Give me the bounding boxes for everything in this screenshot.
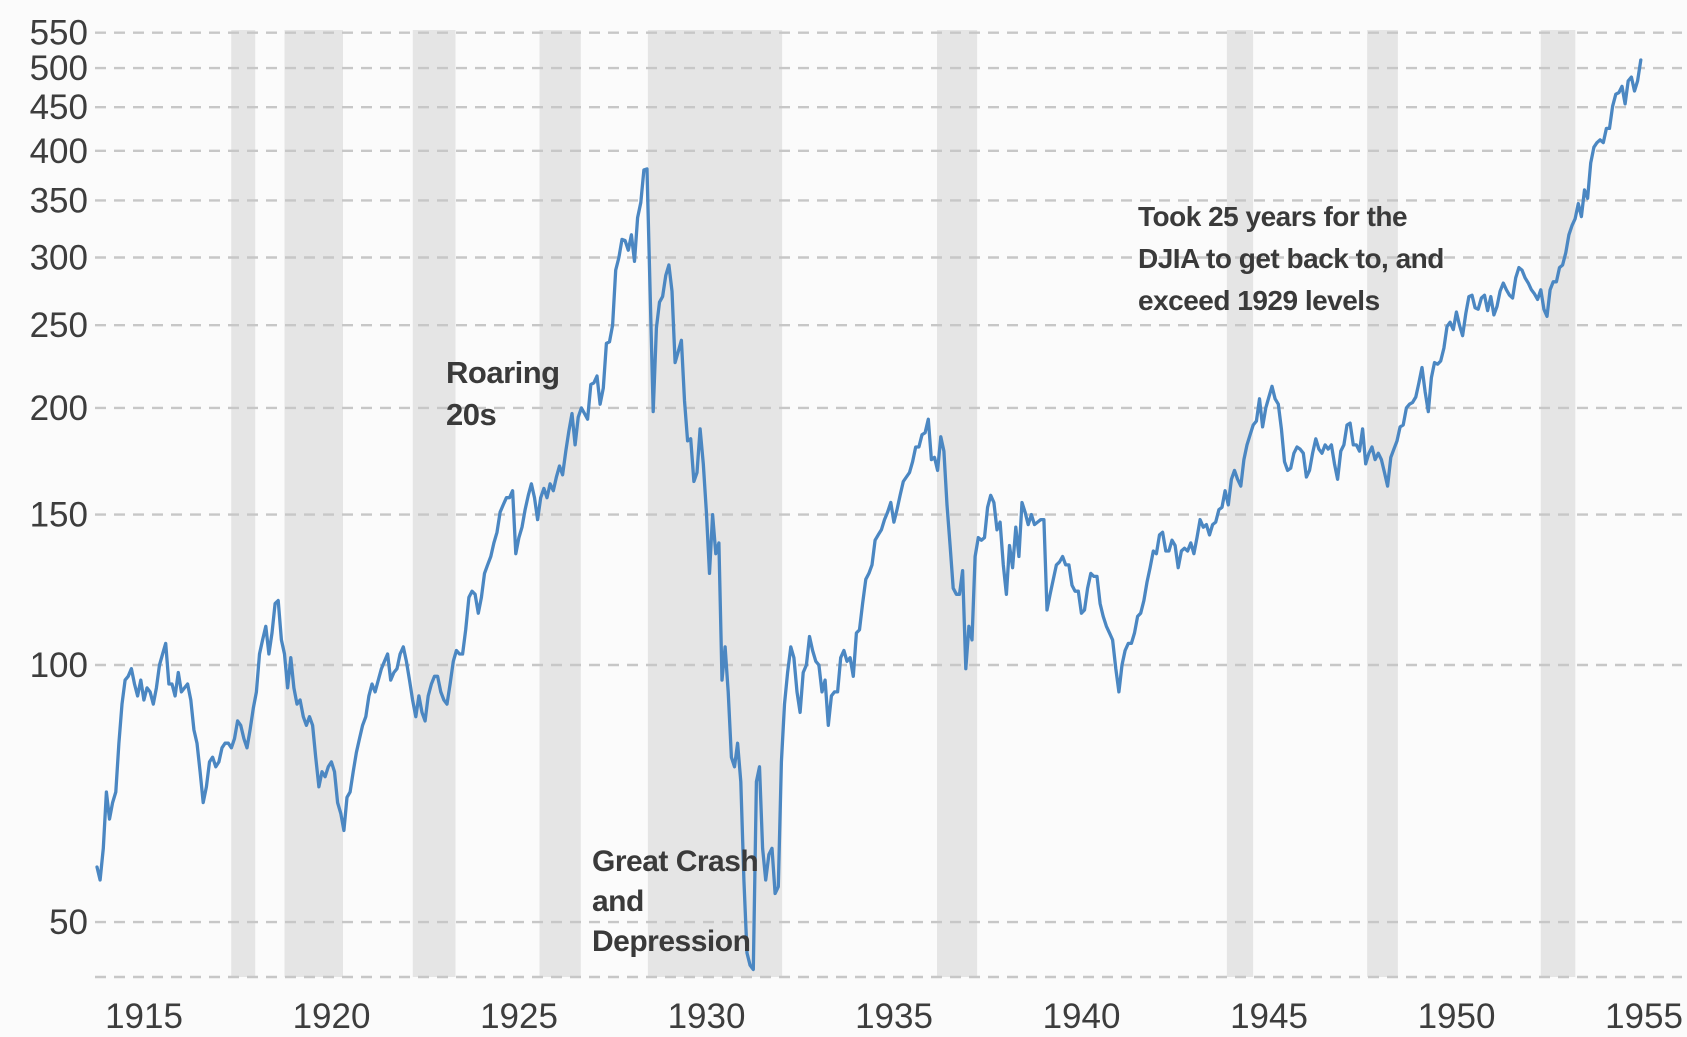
recession-band bbox=[1226, 30, 1254, 977]
annotation-great-crash: Great Crash and Depression bbox=[592, 842, 759, 962]
x-tick-label: 1940 bbox=[1043, 997, 1121, 1036]
recession-band bbox=[1540, 30, 1576, 977]
annotation-line: Great Crash bbox=[592, 845, 759, 878]
x-tick-label: 1915 bbox=[105, 997, 183, 1036]
recession-band bbox=[539, 30, 581, 977]
annotation-took-25-years: Took 25 years for the DJIA to get back t… bbox=[1138, 196, 1444, 322]
y-tick-label: 300 bbox=[30, 239, 88, 278]
y-tick-label: 250 bbox=[30, 306, 88, 345]
annotation-line: Took 25 years for the bbox=[1138, 201, 1408, 232]
annotation-line: Depression bbox=[592, 925, 751, 958]
annotation-line: and bbox=[592, 885, 644, 918]
recession-bands bbox=[231, 30, 1576, 977]
y-tick-label: 50 bbox=[49, 903, 88, 942]
recession-band bbox=[284, 30, 343, 977]
y-tick-label: 550 bbox=[30, 14, 88, 53]
annotation-line: exceed 1929 levels bbox=[1138, 285, 1380, 316]
x-tick-label: 1935 bbox=[855, 997, 933, 1036]
y-tick-label: 100 bbox=[30, 646, 88, 685]
x-axis-labels: 1915 1920 1925 1930 1935 1940 1945 1950 1955 bbox=[105, 997, 1683, 1036]
x-tick-label: 1950 bbox=[1418, 997, 1496, 1036]
annotation-line: 20s bbox=[446, 397, 497, 432]
recession-band bbox=[231, 30, 256, 977]
djia-line bbox=[95, 58, 1643, 972]
recession-band bbox=[647, 30, 783, 977]
y-tick-label: 150 bbox=[30, 496, 88, 535]
x-tick-label: 1925 bbox=[480, 997, 558, 1036]
y-tick-label: 350 bbox=[30, 181, 88, 220]
annotation-line: Roaring bbox=[446, 355, 560, 390]
annotation-line: DJIA to get back to, and bbox=[1138, 243, 1444, 274]
annotation-roaring-20s: Roaring 20s bbox=[446, 352, 560, 436]
x-tick-label: 1955 bbox=[1605, 997, 1683, 1036]
y-tick-label: 400 bbox=[30, 132, 88, 171]
x-tick-label: 1930 bbox=[668, 997, 746, 1036]
x-tick-label: 1945 bbox=[1230, 997, 1308, 1036]
y-tick-label: 500 bbox=[30, 49, 88, 88]
recession-band bbox=[937, 30, 978, 977]
y-tick-label: 200 bbox=[30, 389, 88, 428]
recession-band bbox=[412, 30, 456, 977]
y-tick-label: 450 bbox=[30, 88, 88, 127]
x-tick-label: 1920 bbox=[293, 997, 371, 1036]
recession-band bbox=[1367, 30, 1398, 977]
